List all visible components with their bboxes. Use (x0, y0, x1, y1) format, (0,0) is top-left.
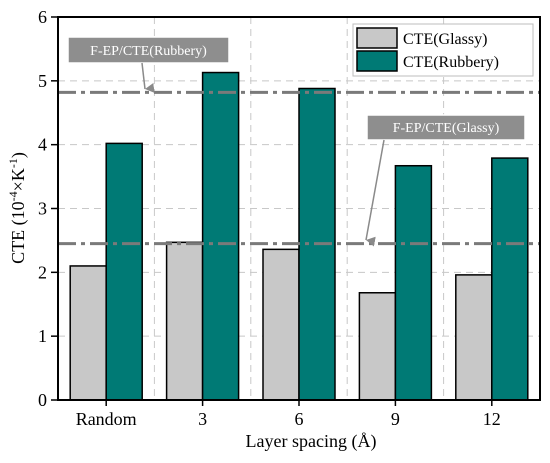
legend-label-glassy: CTE(Glassy) (403, 31, 487, 48)
y-tick-label: 5 (38, 71, 47, 91)
y-tick-label: 3 (38, 199, 47, 219)
ref-annotation-rubbery: F-EP/CTE(Rubbery) (67, 36, 230, 93)
y-axis-title-exp2: -1 (6, 158, 20, 168)
legend-swatch-rubbery (356, 50, 398, 72)
ref-arrow-glassy (365, 139, 385, 247)
x-tick-label: Random (76, 409, 137, 429)
ref-label-box-rubbery (67, 36, 230, 64)
bar-glassy-12 (455, 274, 493, 401)
y-tick-label: 2 (38, 262, 47, 282)
y-tick-label: 1 (38, 326, 47, 346)
x-tick-label: 6 (295, 409, 304, 429)
legend-label-rubbery: CTE(Rubbery) (403, 54, 499, 71)
bar-glassy-6 (262, 248, 300, 401)
y-axis-title: CTE (10-4×K-1) (6, 152, 29, 264)
bar-glassy-3 (165, 241, 204, 401)
y-axis-title-end: ) (8, 152, 29, 158)
ref-label-glassy: F-EP/CTE(Glassy) (393, 121, 500, 136)
bar-rubbery-9 (394, 164, 433, 401)
x-tick-label: 12 (483, 409, 501, 429)
ref-label-rubbery: F-EP/CTE(Rubbery) (90, 44, 207, 59)
bar-rubbery-3 (201, 71, 240, 401)
y-axis-ticks: 0 1 2 3 4 5 6 (38, 7, 58, 410)
x-axis-title: Layer spacing (Å) (246, 431, 377, 452)
bar-rubbery-12 (491, 157, 529, 401)
ref-arrow-rubbery (141, 62, 155, 93)
bar-glassy-9 (358, 292, 397, 401)
bar-glassy-Random (69, 265, 107, 401)
ref-annotation-glassy: F-EP/CTE(Glassy) (365, 114, 526, 247)
legend: CTE(Glassy) CTE(Rubbery) (352, 23, 534, 77)
y-tick-label: 4 (38, 135, 47, 155)
x-tick-label: 9 (391, 409, 400, 429)
y-axis-title-exp1: -4 (6, 191, 20, 201)
x-tick-label: 3 (198, 409, 207, 429)
x-axis-ticks: Random 3 6 9 12 (76, 400, 501, 429)
y-axis-title-base: CTE (10 (8, 201, 29, 264)
legend-swatch-glassy (356, 27, 398, 49)
y-tick-label: 0 (38, 390, 47, 410)
y-axis-title-mid: ×K (8, 168, 28, 191)
bar-rubbery-Random (105, 142, 143, 401)
reference-lines (58, 90, 540, 246)
ref-label-box-glassy (366, 114, 526, 141)
y-tick-label: 6 (38, 7, 47, 27)
